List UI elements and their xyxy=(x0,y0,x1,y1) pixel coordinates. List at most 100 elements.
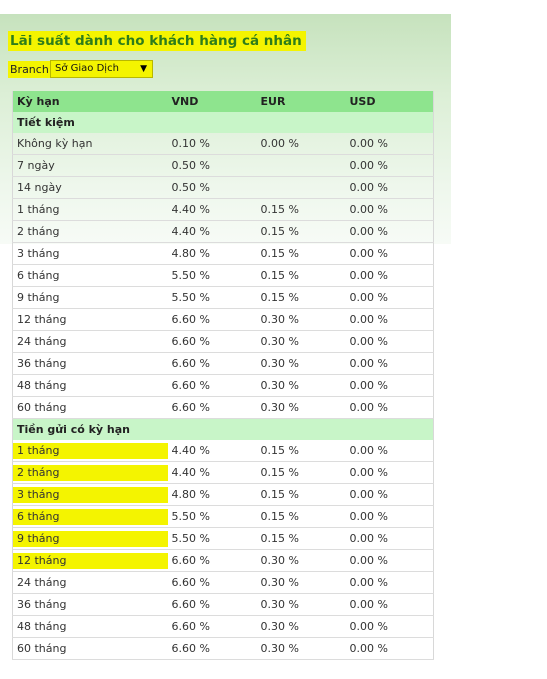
cell-term: 36 tháng xyxy=(12,352,168,375)
table-row: 6 tháng 5.50 % 0.15 % 0.00 % xyxy=(12,505,434,528)
cell-term: 2 tháng xyxy=(12,461,168,484)
cell-term: 48 tháng xyxy=(12,615,168,638)
cell-term: 14 ngày xyxy=(12,176,168,199)
cell-eur: 0.15 % xyxy=(256,198,346,221)
cell-usd: 0.00 % xyxy=(345,286,434,309)
cell-eur: 0.30 % xyxy=(256,593,346,616)
cell-eur: 0.30 % xyxy=(256,615,346,638)
cell-eur: 0.15 % xyxy=(256,242,346,265)
table-row: 24 tháng 6.60 % 0.30 % 0.00 % xyxy=(12,571,434,594)
cell-eur: 0.30 % xyxy=(256,330,346,353)
cell-vnd: 0.10 % xyxy=(167,133,257,155)
cell-term: 12 tháng xyxy=(12,549,168,572)
group-row: Tiền gửi có kỳ hạn xyxy=(12,418,434,440)
table-row: 7 ngày 0.50 % 0.00 % xyxy=(12,154,434,177)
table-row: 3 tháng 4.80 % 0.15 % 0.00 % xyxy=(12,242,434,265)
cell-term: 6 tháng xyxy=(12,264,168,287)
cell-term: 24 tháng xyxy=(12,571,168,594)
cell-vnd: 6.60 % xyxy=(167,352,257,375)
cell-term: 2 tháng xyxy=(12,220,168,243)
group-title: Tiết kiệm xyxy=(12,112,434,133)
cell-vnd: 6.60 % xyxy=(167,593,257,616)
cell-vnd: 6.60 % xyxy=(167,308,257,331)
cell-term: 7 ngày xyxy=(12,154,168,177)
table-row: 1 tháng 4.40 % 0.15 % 0.00 % xyxy=(12,440,434,462)
cell-eur: 0.15 % xyxy=(256,505,346,528)
branch-label: Branch: xyxy=(8,61,55,78)
cell-vnd: 5.50 % xyxy=(167,264,257,287)
cell-usd: 0.00 % xyxy=(345,527,434,550)
cell-vnd: 6.60 % xyxy=(167,374,257,397)
cell-term: 1 tháng xyxy=(12,198,168,221)
table-row: 14 ngày 0.50 % 0.00 % xyxy=(12,176,434,199)
cell-term: 3 tháng xyxy=(12,242,168,265)
table-row: 6 tháng 5.50 % 0.15 % 0.00 % xyxy=(12,264,434,287)
cell-usd: 0.00 % xyxy=(345,176,434,199)
cell-eur: 0.30 % xyxy=(256,396,346,419)
cell-vnd: 5.50 % xyxy=(167,505,257,528)
cell-usd: 0.00 % xyxy=(345,396,434,419)
rates-table: Kỳ hạn VND EUR USD Tiết kiệm Không kỳ hạn… xyxy=(12,91,434,660)
cell-usd: 0.00 % xyxy=(345,308,434,331)
cell-vnd: 4.40 % xyxy=(167,440,257,462)
cell-term: 9 tháng xyxy=(12,286,168,309)
cell-eur: 0.30 % xyxy=(256,374,346,397)
cell-usd: 0.00 % xyxy=(345,352,434,375)
cell-vnd: 6.60 % xyxy=(167,330,257,353)
cell-usd: 0.00 % xyxy=(345,461,434,484)
cell-vnd: 6.60 % xyxy=(167,396,257,419)
cell-eur: 0.30 % xyxy=(256,308,346,331)
cell-usd: 0.00 % xyxy=(345,571,434,594)
page-title: Lãi suất dành cho khách hàng cá nhân xyxy=(8,31,306,51)
cell-eur: 0.30 % xyxy=(256,549,346,572)
cell-term: 9 tháng xyxy=(12,527,168,550)
cell-usd: 0.00 % xyxy=(345,615,434,638)
cell-usd: 0.00 % xyxy=(345,330,434,353)
branch-select[interactable]: Sở Giao Dịch ▼ xyxy=(50,60,153,78)
cell-term: 24 tháng xyxy=(12,330,168,353)
cell-term: 3 tháng xyxy=(12,483,168,506)
header-eur: EUR xyxy=(256,91,346,112)
branch-select-value: Sở Giao Dịch xyxy=(55,63,119,74)
cell-term: 6 tháng xyxy=(12,505,168,528)
cell-usd: 0.00 % xyxy=(345,198,434,221)
cell-usd: 0.00 % xyxy=(345,242,434,265)
table-row: 48 tháng 6.60 % 0.30 % 0.00 % xyxy=(12,374,434,397)
cell-eur: 0.30 % xyxy=(256,637,346,660)
table-row: 9 tháng 5.50 % 0.15 % 0.00 % xyxy=(12,527,434,550)
cell-vnd: 4.40 % xyxy=(167,198,257,221)
cell-eur: 0.15 % xyxy=(256,264,346,287)
cell-usd: 0.00 % xyxy=(345,505,434,528)
cell-term: 48 tháng xyxy=(12,374,168,397)
cell-vnd: 4.80 % xyxy=(167,242,257,265)
cell-usd: 0.00 % xyxy=(345,374,434,397)
cell-eur: 0.15 % xyxy=(256,220,346,243)
cell-eur: 0.15 % xyxy=(256,483,346,506)
table-row: 24 tháng 6.60 % 0.30 % 0.00 % xyxy=(12,330,434,353)
table-row: 9 tháng 5.50 % 0.15 % 0.00 % xyxy=(12,286,434,309)
cell-usd: 0.00 % xyxy=(345,154,434,177)
cell-vnd: 4.40 % xyxy=(167,461,257,484)
table-row: 36 tháng 6.60 % 0.30 % 0.00 % xyxy=(12,352,434,375)
cell-eur: 0.15 % xyxy=(256,440,346,462)
cell-usd: 0.00 % xyxy=(345,593,434,616)
cell-eur: 0.00 % xyxy=(256,133,346,155)
cell-vnd: 6.60 % xyxy=(167,615,257,638)
cell-eur: 0.30 % xyxy=(256,352,346,375)
cell-term: 12 tháng xyxy=(12,308,168,331)
header-ky-han: Kỳ hạn xyxy=(12,91,168,112)
cell-usd: 0.00 % xyxy=(345,483,434,506)
cell-vnd: 0.50 % xyxy=(167,154,257,177)
cell-eur xyxy=(256,154,346,177)
header-vnd: VND xyxy=(167,91,257,112)
cell-term: 60 tháng xyxy=(12,396,168,419)
group-title: Tiền gửi có kỳ hạn xyxy=(12,418,434,440)
table-row: Không kỳ hạn 0.10 % 0.00 % 0.00 % xyxy=(12,133,434,155)
cell-usd: 0.00 % xyxy=(345,220,434,243)
cell-usd: 0.00 % xyxy=(345,637,434,660)
table-row: 48 tháng 6.60 % 0.30 % 0.00 % xyxy=(12,615,434,638)
cell-vnd: 6.60 % xyxy=(167,571,257,594)
header-usd: USD xyxy=(345,91,434,112)
table-row: 12 tháng 6.60 % 0.30 % 0.00 % xyxy=(12,549,434,572)
cell-vnd: 6.60 % xyxy=(167,637,257,660)
